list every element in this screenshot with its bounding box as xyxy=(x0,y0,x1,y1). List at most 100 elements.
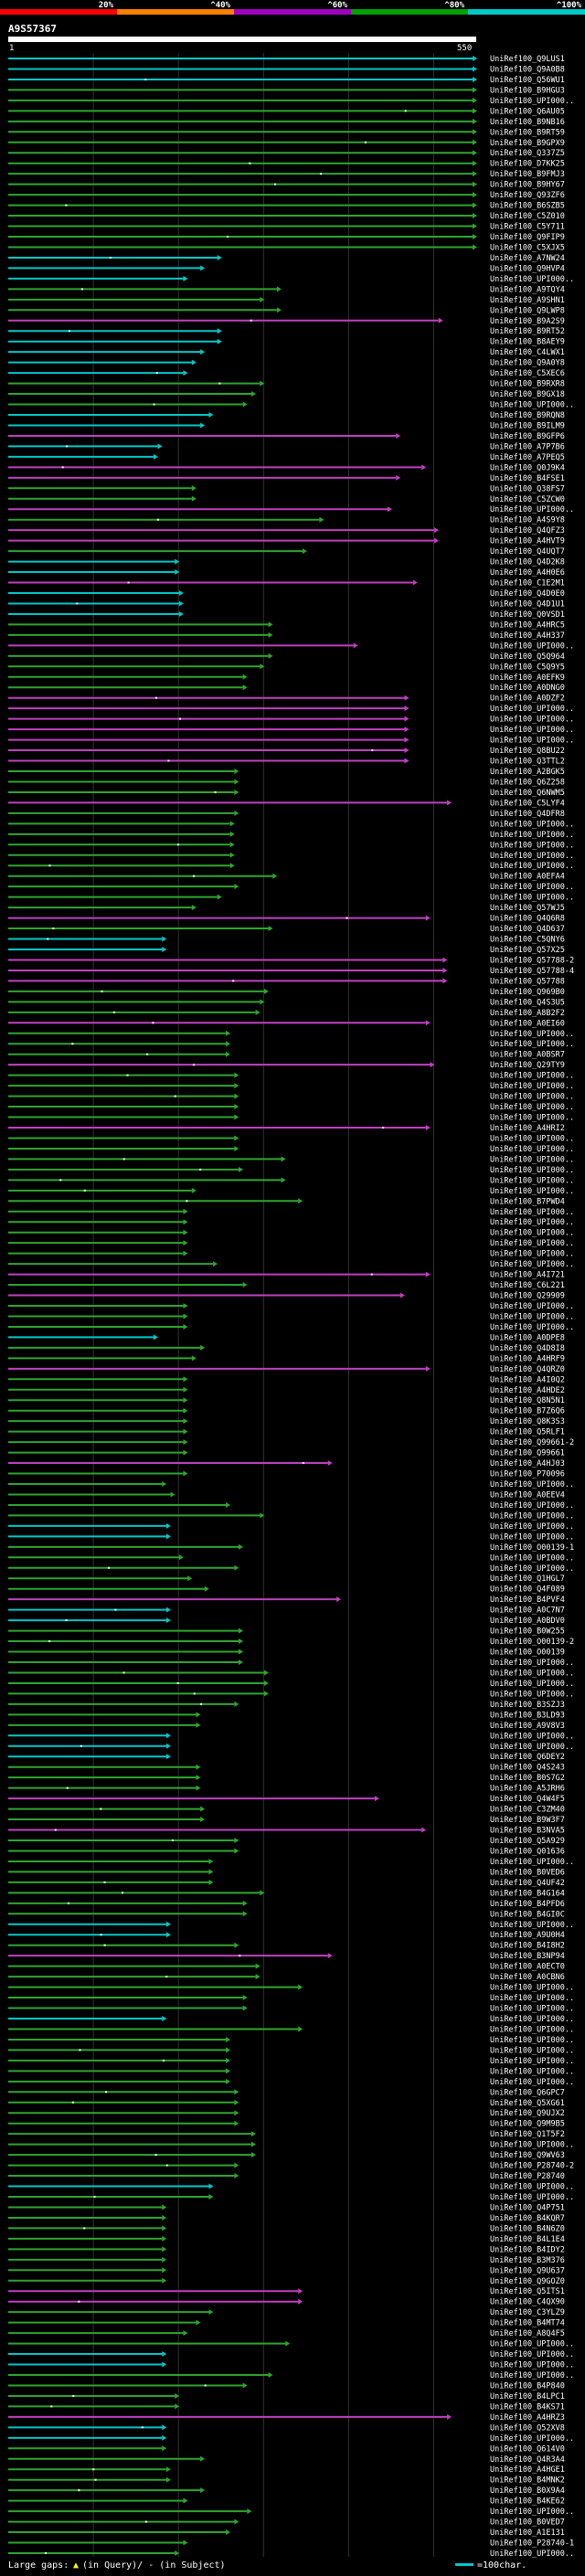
hit-label[interactable]: UniRef100_A4HVT9 xyxy=(490,537,565,546)
hit-label[interactable]: UniRef100_UPI000.. xyxy=(490,1564,574,1574)
hit-label[interactable]: UniRef100_B7PWD4 xyxy=(490,1197,565,1206)
hit-row[interactable]: UniRef100_Q3TTL2 xyxy=(8,758,565,767)
hit-label[interactable]: UniRef100_Q4R3A4 xyxy=(490,2455,565,2465)
hit-row[interactable]: UniRef100_C5Y711 xyxy=(8,223,565,232)
hit-label[interactable]: UniRef100_A4HRF9 xyxy=(490,1354,565,1363)
hit-label[interactable]: UniRef100_B9ILM9 xyxy=(490,421,565,430)
hit-label[interactable]: UniRef100_UPI000.. xyxy=(490,1082,574,1091)
hit-row[interactable]: UniRef100_UPI000.. xyxy=(8,726,574,735)
hit-row[interactable]: UniRef100_Q5ITS1 xyxy=(8,2287,565,2296)
hit-row[interactable]: UniRef100_Q9A0B8 xyxy=(8,65,565,74)
hit-row[interactable]: UniRef100_UPI000.. xyxy=(8,1030,574,1039)
hit-label[interactable]: UniRef100_D7KK25 xyxy=(490,160,565,169)
hit-row[interactable]: UniRef100_B9RT59 xyxy=(8,128,565,137)
hit-label[interactable]: UniRef100_Q52XV8 xyxy=(490,2423,565,2433)
hit-row[interactable]: UniRef100_UPI000.. xyxy=(8,2046,574,2055)
hit-label[interactable]: UniRef100_B0S7G2 xyxy=(490,1774,565,1783)
hit-label[interactable]: UniRef100_UPI000.. xyxy=(490,883,574,892)
hit-label[interactable]: UniRef100_UPI000.. xyxy=(490,1250,574,1259)
hit-label[interactable]: UniRef100_Q99661-2 xyxy=(490,1438,574,1447)
hit-label[interactable]: UniRef100_UPI000.. xyxy=(490,2046,574,2055)
hit-row[interactable]: UniRef100_Q4S243 xyxy=(8,1764,565,1773)
hit-label[interactable]: UniRef100_B4G164 xyxy=(490,1889,565,1898)
hit-row[interactable]: UniRef100_UPI000.. xyxy=(8,852,574,861)
hit-label[interactable]: UniRef100_UPI000.. xyxy=(490,1302,574,1311)
hit-row[interactable]: UniRef100_UPI000.. xyxy=(8,2036,574,2045)
hit-row[interactable]: UniRef100_A4HRF9 xyxy=(8,1354,565,1363)
hit-row[interactable]: UniRef100_Q99661 xyxy=(8,1449,565,1458)
hit-label[interactable]: UniRef100_Q8BU22 xyxy=(490,747,565,756)
hit-row[interactable]: UniRef100_UPI000.. xyxy=(8,2549,574,2559)
hit-label[interactable]: UniRef100_B8AEY9 xyxy=(490,338,565,347)
hit-row[interactable]: UniRef100_A9SHN1 xyxy=(8,296,565,305)
hit-row[interactable]: UniRef100_C3YLZ9 xyxy=(8,2308,565,2317)
hit-row[interactable]: UniRef100_UPI000.. xyxy=(8,401,574,410)
hit-label[interactable]: UniRef100_C5XEC6 xyxy=(490,369,565,378)
hit-row[interactable]: UniRef100_P70096 xyxy=(8,1470,565,1479)
hit-label[interactable]: UniRef100_Q57788-2 xyxy=(490,956,574,965)
hit-row[interactable]: UniRef100_Q29909 xyxy=(8,1292,565,1301)
hit-row[interactable]: UniRef100_Q4S3U5 xyxy=(8,998,565,1007)
hit-row[interactable]: UniRef100_Q57788 xyxy=(8,977,565,986)
hit-row[interactable]: UniRef100_UPI000.. xyxy=(8,1312,574,1321)
hit-row[interactable]: UniRef100_UPI000.. xyxy=(8,1302,574,1311)
hit-row[interactable]: UniRef100_UPI000.. xyxy=(8,1921,574,1930)
hit-label[interactable]: UniRef100_Q57788 xyxy=(490,977,565,986)
hit-row[interactable]: UniRef100_UPI000.. xyxy=(8,2067,574,2076)
hit-label[interactable]: UniRef100_UPI000.. xyxy=(490,1176,574,1185)
hit-row[interactable]: UniRef100_B9RXR8 xyxy=(8,380,565,389)
hit-label[interactable]: UniRef100_UPI000.. xyxy=(490,401,574,410)
hit-row[interactable]: UniRef100_D7KK25 xyxy=(8,160,565,169)
hit-label[interactable]: UniRef100_Q9U637 xyxy=(490,2266,565,2275)
hit-label[interactable]: UniRef100_A0EFA4 xyxy=(490,873,565,882)
hit-row[interactable]: UniRef100_B0W255 xyxy=(8,1627,565,1637)
hit-label[interactable]: UniRef100_UPI000.. xyxy=(490,716,574,725)
hit-label[interactable]: UniRef100_UPI000.. xyxy=(490,841,574,850)
hit-row[interactable]: UniRef100_B3LD93 xyxy=(8,1711,565,1720)
hit-row[interactable]: UniRef100_UPI000.. xyxy=(8,1176,574,1185)
hit-label[interactable]: UniRef100_B0VED6 xyxy=(490,1868,565,1877)
hit-row[interactable]: UniRef100_B4G164 xyxy=(8,1889,565,1898)
hit-row[interactable]: UniRef100_A0DNG0 xyxy=(8,684,565,693)
hit-label[interactable]: UniRef100_C4QX90 xyxy=(490,2298,565,2307)
hit-row[interactable]: UniRef100_B9W3F7 xyxy=(8,1816,565,1825)
hit-row[interactable]: UniRef100_Q01636 xyxy=(8,1847,565,1856)
hit-row[interactable]: UniRef100_A8Q4F5 xyxy=(8,2329,565,2338)
hit-row[interactable]: UniRef100_A4HJ03 xyxy=(8,1459,565,1468)
hit-row[interactable]: UniRef100_B7Z6Q6 xyxy=(8,1407,565,1416)
hit-label[interactable]: UniRef100_A1E131 xyxy=(490,2528,565,2538)
hit-row[interactable]: UniRef100_UPI000.. xyxy=(8,716,574,725)
hit-row[interactable]: UniRef100_A7PEQ5 xyxy=(8,453,565,462)
hit-row[interactable]: UniRef100_UPI000.. xyxy=(8,2361,574,2370)
hit-label[interactable]: UniRef100_P28740-1 xyxy=(490,2539,574,2549)
hit-label[interactable]: UniRef100_Q4W4F5 xyxy=(490,1795,565,1804)
hit-label[interactable]: UniRef100_B9GFP6 xyxy=(490,432,565,441)
hit-row[interactable]: UniRef100_UPI000.. xyxy=(8,1994,574,2003)
hit-row[interactable]: UniRef100_A0EFK9 xyxy=(8,673,565,683)
hit-row[interactable]: UniRef100_Q5Q964 xyxy=(8,652,565,662)
hit-label[interactable]: UniRef100_B4KS71 xyxy=(490,2402,565,2412)
hit-label[interactable]: UniRef100_Q4QRZ0 xyxy=(490,1365,565,1374)
hit-label[interactable]: UniRef100_Q9GOZ0 xyxy=(490,2277,565,2286)
hit-row[interactable]: UniRef100_A4HRI2 xyxy=(8,1124,565,1133)
hit-row[interactable]: UniRef100_A0ECT0 xyxy=(8,1963,565,1972)
hit-row[interactable]: UniRef100_UPI000.. xyxy=(8,2183,574,2192)
hit-row[interactable]: UniRef100_Q93ZF6 xyxy=(8,191,565,200)
hit-row[interactable]: UniRef100_Q4DFR8 xyxy=(8,810,565,819)
hit-label[interactable]: UniRef100_C5QNY6 xyxy=(490,936,565,945)
hit-row[interactable]: UniRef100_UPI000.. xyxy=(8,2005,574,2014)
hit-label[interactable]: UniRef100_Q01636 xyxy=(490,1847,565,1856)
hit-row[interactable]: UniRef100_Q4W4F5 xyxy=(8,1795,565,1804)
hit-label[interactable]: UniRef100_A9TQY4 xyxy=(490,285,565,294)
hit-label[interactable]: UniRef100_O00139-2 xyxy=(490,1638,574,1647)
hit-row[interactable]: UniRef100_A4H0E6 xyxy=(8,568,565,578)
hit-label[interactable]: UniRef100_A0EFK9 xyxy=(490,673,565,683)
hit-row[interactable]: UniRef100_UPI000.. xyxy=(8,894,574,903)
hit-label[interactable]: UniRef100_C5XJX5 xyxy=(490,243,565,252)
hit-label[interactable]: UniRef100_A0ECT0 xyxy=(490,1963,565,1972)
hit-label[interactable]: UniRef100_UPI000.. xyxy=(490,2015,574,2024)
hit-row[interactable]: UniRef100_UPI000.. xyxy=(8,705,574,714)
hit-row[interactable]: UniRef100_UPI000.. xyxy=(8,1208,574,1217)
hit-label[interactable]: UniRef100_UPI000.. xyxy=(490,2507,574,2517)
hit-label[interactable]: UniRef100_UPI000.. xyxy=(490,2350,574,2359)
